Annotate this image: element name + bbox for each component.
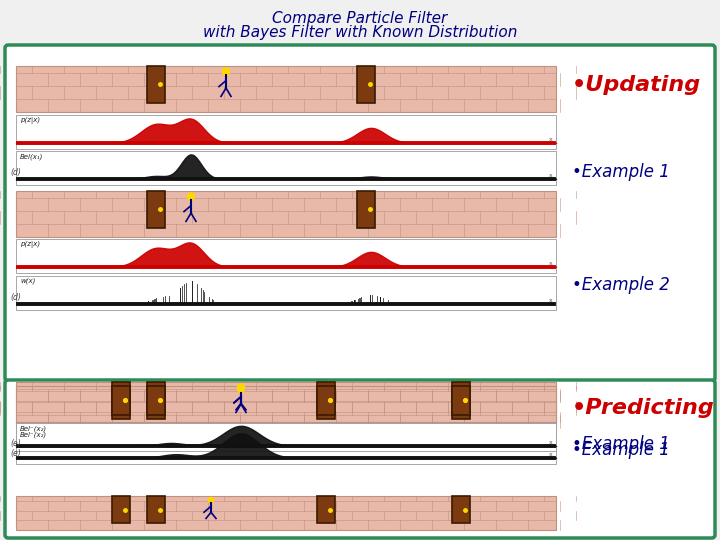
Bar [112, 386, 130, 415]
Text: Bel⁻(x₂): Bel⁻(x₂) [20, 425, 47, 431]
Bar [357, 66, 375, 103]
Circle shape [222, 68, 230, 75]
Bar [16, 430, 556, 464]
Bar [147, 382, 165, 419]
Bar [16, 496, 556, 530]
Bar [16, 382, 556, 428]
Text: x: x [549, 173, 553, 178]
Bar [317, 386, 335, 415]
Text: •Example 1: •Example 1 [572, 163, 670, 181]
Bar [16, 386, 556, 422]
Circle shape [187, 193, 194, 200]
FancyBboxPatch shape [5, 380, 715, 538]
Bar [452, 496, 470, 523]
Bar [16, 115, 556, 149]
Bar [452, 386, 470, 415]
Circle shape [238, 387, 244, 393]
Bar [452, 382, 470, 419]
Text: Bel(x₁): Bel(x₁) [20, 153, 43, 159]
Circle shape [208, 497, 214, 503]
Text: x: x [549, 452, 553, 457]
Text: x: x [549, 137, 553, 142]
Text: Bel⁻(x₂): Bel⁻(x₂) [20, 432, 47, 438]
Bar [147, 386, 165, 415]
Text: •Predicting: •Predicting [572, 398, 715, 418]
Text: (e): (e) [10, 449, 21, 458]
Text: x: x [549, 298, 553, 303]
Bar [16, 276, 556, 310]
Bar [16, 239, 556, 273]
Circle shape [238, 384, 245, 391]
Text: •Updating: •Updating [572, 75, 701, 95]
Bar [16, 191, 556, 237]
Text: x: x [549, 261, 553, 266]
Bar [16, 151, 556, 185]
Bar [357, 191, 375, 228]
Text: •Example 1: •Example 1 [572, 441, 670, 459]
Text: Compare Particle Filter: Compare Particle Filter [272, 10, 448, 25]
Text: •Example 1: •Example 1 [572, 435, 670, 453]
Text: p(z|x): p(z|x) [20, 241, 40, 248]
Text: (e): (e) [10, 439, 21, 448]
Text: with Bayes Filter with Known Distribution: with Bayes Filter with Known Distributio… [203, 25, 517, 40]
Bar [147, 66, 165, 103]
Bar [16, 423, 556, 451]
Text: •Example 2: •Example 2 [572, 276, 670, 294]
Bar [147, 191, 165, 228]
Bar [16, 66, 556, 112]
FancyBboxPatch shape [5, 45, 715, 381]
Bar [112, 382, 130, 419]
Bar [147, 496, 165, 523]
Bar [112, 496, 130, 523]
Text: x: x [549, 440, 553, 445]
Bar [317, 382, 335, 419]
Text: w(x): w(x) [20, 278, 35, 285]
Text: p(z|x): p(z|x) [20, 117, 40, 124]
Text: (d): (d) [10, 293, 21, 302]
Bar [317, 496, 335, 523]
Text: (d): (d) [10, 168, 21, 177]
